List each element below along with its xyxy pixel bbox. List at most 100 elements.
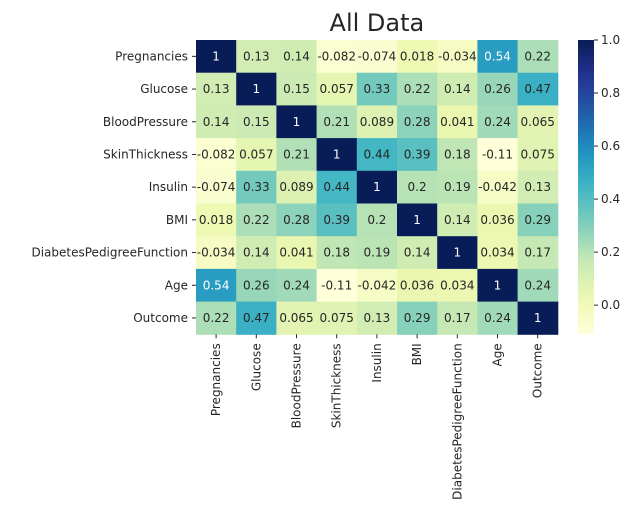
cell-value-label: 0.22	[203, 311, 230, 325]
heatmap-cell	[397, 236, 438, 270]
cell-value-label: 0.19	[444, 180, 471, 194]
cell-value-label: 0.22	[524, 49, 551, 63]
cell-value-label: 0.44	[323, 180, 350, 194]
cell-value-label: 0.24	[484, 311, 511, 325]
heatmap-cell	[437, 72, 478, 106]
heatmap-cell	[517, 268, 559, 303]
heatmap-cells: 1 0.13 0.14 -0.082 -0.074 0.018 -0.034 0.54 0.22…	[196, 40, 559, 335]
heatmap-cell	[397, 301, 438, 335]
cell-value-label: 0.26	[243, 278, 270, 292]
cell-value-label: -0.042	[478, 180, 517, 194]
heatmap-cell	[477, 40, 519, 74]
heatmap-cell	[397, 268, 438, 303]
colorbar-tick-label: 0.2	[601, 245, 620, 259]
heatmap-cell	[356, 203, 398, 237]
colorbar: 0.0 0.2 0.4 0.6 0.8 1.0	[578, 33, 620, 335]
cell-value-label: 0.15	[283, 82, 310, 96]
y-tick-label: Glucose	[140, 82, 188, 96]
heatmap-cell	[397, 40, 438, 74]
x-tick-label: BloodPressure	[290, 343, 304, 428]
heatmap-cell	[477, 170, 519, 204]
cell-value-label: 0.13	[364, 311, 391, 325]
heatmap-cell	[316, 170, 358, 204]
heatmap-cell	[276, 138, 318, 172]
cell-value-label: 0.018	[199, 213, 233, 227]
cell-value-label: 0.034	[440, 278, 474, 292]
cell-value-label: 1	[293, 115, 301, 129]
cell-value-label: 0.13	[203, 82, 230, 96]
cell-value-label: 1	[333, 147, 341, 161]
cell-value-label: 0.22	[243, 213, 270, 227]
x-tick-label: Glucose	[249, 343, 263, 391]
cell-value-label: 0.075	[320, 311, 354, 325]
y-tick-label: DiabetesPedigreeFunction	[31, 246, 188, 260]
y-tick-label: Pregnancies	[115, 49, 188, 63]
cell-value-label: 0.54	[203, 278, 230, 292]
heatmap-cell	[196, 301, 237, 335]
cell-value-label: 0.14	[203, 115, 230, 129]
heatmap-cell	[517, 236, 559, 270]
cell-value-label: 0.28	[283, 213, 310, 227]
heatmap-cell	[477, 268, 519, 303]
heatmap-cell	[236, 170, 277, 204]
heatmap-cell	[517, 138, 559, 172]
heatmap-cell	[276, 236, 318, 270]
heatmap-cell	[356, 236, 398, 270]
heatmap-cell	[356, 170, 398, 204]
cell-value-label: 0.14	[283, 49, 310, 63]
cell-value-label: 0.24	[524, 278, 551, 292]
heatmap-cell	[477, 72, 519, 106]
heatmap-cell	[276, 105, 318, 139]
y-tick-label: SkinThickness	[103, 147, 188, 161]
heatmap-cell	[196, 203, 237, 237]
x-tick-labels: Pregnancies Glucose BloodPressure SkinThick…	[209, 334, 545, 500]
heatmap-cell	[477, 236, 519, 270]
heatmap-cell	[356, 72, 398, 106]
heatmap-cell	[477, 301, 519, 335]
cell-value-label: 0.21	[283, 147, 310, 161]
cell-value-label: 1	[373, 180, 381, 194]
cell-value-label: 0.19	[364, 246, 391, 260]
heatmap-cell	[276, 268, 318, 303]
cell-value-label: 0.47	[243, 311, 270, 325]
cell-value-label: 1	[453, 246, 461, 260]
colorbar-gradient	[578, 40, 594, 335]
heatmap-cell	[437, 105, 478, 139]
heatmap-cell	[437, 203, 478, 237]
cell-value-label: 0.26	[484, 82, 511, 96]
cell-value-label: 0.14	[444, 213, 471, 227]
cell-value-label: 0.54	[484, 49, 511, 63]
x-tick-label: Pregnancies	[209, 343, 223, 416]
cell-value-label: 0.33	[243, 180, 270, 194]
cell-value-label: -0.042	[358, 278, 397, 292]
cell-value-label: -0.034	[197, 246, 236, 260]
cell-value-label: 0.041	[279, 246, 313, 260]
x-tick-label: Outcome	[531, 343, 545, 398]
heatmap-cell	[236, 301, 277, 335]
cell-value-label: 1	[534, 311, 542, 325]
heatmap-cell	[356, 268, 398, 303]
cell-value-label: 0.018	[400, 49, 434, 63]
cell-value-label: 0.14	[404, 246, 431, 260]
cell-value-label: 0.21	[323, 115, 350, 129]
cell-value-label: 0.089	[279, 180, 313, 194]
cell-value-label: 0.036	[400, 278, 434, 292]
colorbar-tick-label: 0.6	[601, 139, 620, 153]
cell-value-label: -0.034	[438, 49, 477, 63]
cell-value-label: 0.041	[440, 115, 474, 129]
cell-value-label: 1	[212, 49, 220, 63]
heatmap-cell	[316, 105, 358, 139]
cell-value-label: 0.075	[521, 147, 555, 161]
cell-value-label: 0.33	[364, 82, 391, 96]
heatmap-cell	[356, 40, 398, 74]
cell-value-label: 0.17	[524, 246, 551, 260]
heatmap-cell	[236, 72, 277, 106]
cell-value-label: 0.24	[283, 278, 310, 292]
heatmap-cell	[236, 268, 277, 303]
cell-value-label: 0.13	[243, 49, 270, 63]
heatmap-cell	[316, 138, 358, 172]
colorbar-tick-label: 0.8	[601, 86, 620, 100]
heatmap-cell	[196, 138, 237, 172]
cell-value-label: 0.089	[360, 115, 394, 129]
cell-value-label: 0.057	[239, 147, 273, 161]
